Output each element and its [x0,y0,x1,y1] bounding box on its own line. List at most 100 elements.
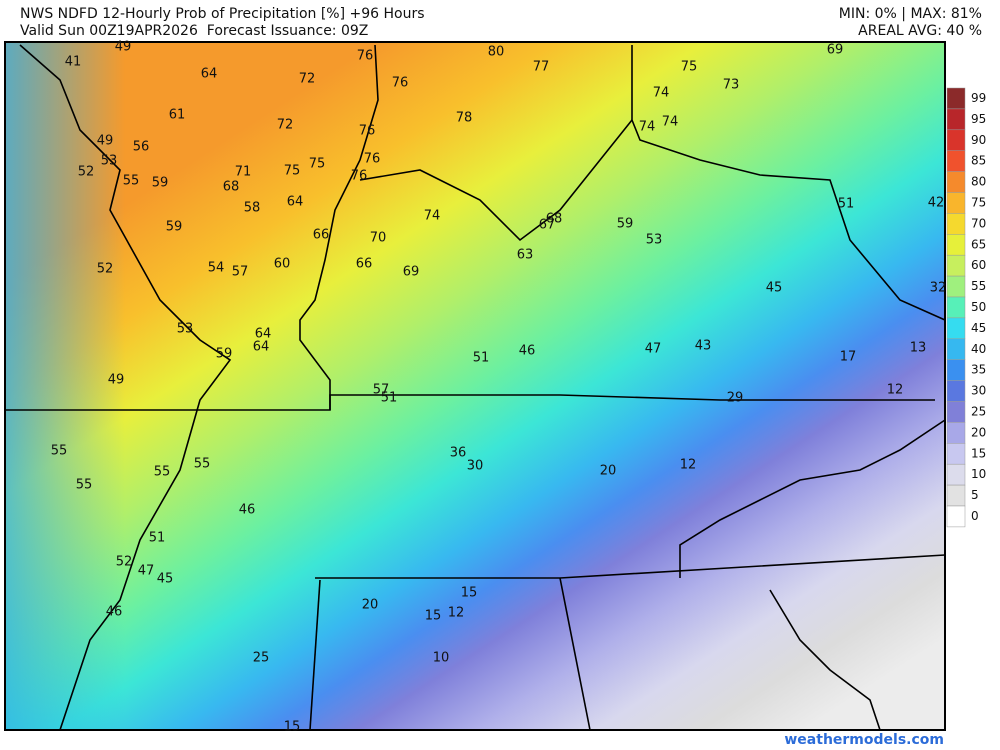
pop-label: 74 [639,120,656,135]
legend-swatch [946,213,966,235]
pop-label: 53 [177,322,194,337]
border [679,419,946,578]
pop-label: 12 [680,458,697,473]
pop-label: 57 [232,265,249,280]
pop-label: 69 [403,265,420,280]
pop-label: 36 [450,446,467,461]
pop-label: 60 [274,257,291,272]
pop-label: 71 [235,165,252,180]
pop-label: 13 [910,341,927,356]
pop-label: 15 [284,720,301,735]
legend-swatch [946,484,966,507]
pop-label: 54 [208,261,225,276]
pop-label: 75 [284,164,301,179]
pop-label: 25 [253,651,270,666]
pop-label: 69 [827,43,844,58]
pop-label: 20 [362,598,379,613]
legend-swatch [946,234,966,256]
border [559,577,591,731]
border [19,44,232,731]
legend-label: 40 [971,342,986,356]
pop-label: 10 [433,651,450,666]
legend-label: 95 [971,112,986,126]
pop-label: 68 [223,180,240,195]
pop-label: 51 [149,531,166,546]
credit: weathermodels.com [784,732,944,748]
pop-label: 72 [277,118,294,133]
pop-label: 46 [519,344,536,359]
legend-label: 85 [971,154,986,168]
precip-field [5,42,945,730]
legend-label: 99 [971,91,986,105]
legend-label: 5 [971,488,979,502]
pop-label: 67 [539,218,556,233]
legend-label: 20 [971,425,986,439]
pop-label: 41 [65,55,82,70]
pop-label: 64 [255,327,272,342]
border [309,579,321,731]
pop-label: 51 [381,391,398,406]
pop-label: 43 [695,339,712,354]
pop-label: 42 [928,196,945,211]
pop-label: 76 [357,49,374,64]
pop-label: 75 [681,60,698,75]
pop-label: 74 [662,115,679,130]
pop-label: 29 [727,391,744,406]
pop-label: 53 [101,154,118,169]
legend-swatch [946,359,966,381]
pop-label: 12 [887,383,904,398]
pop-label: 32 [930,281,947,296]
legend-label: 80 [971,175,986,189]
pop-label: 47 [645,342,662,357]
legend-swatch [946,296,966,319]
pop-label: 80 [488,45,505,60]
pop-label: 70 [370,231,387,246]
border [359,119,633,242]
pop-label: 17 [840,350,857,365]
legend-swatch [946,380,966,402]
legend-swatch [946,401,966,423]
pop-label: 52 [116,555,133,570]
legend-swatch [946,443,966,465]
legend-label: 55 [971,279,986,293]
border [769,589,881,731]
pop-label: 49 [115,40,132,55]
legend-label: 35 [971,363,986,377]
pop-label: 45 [157,572,174,587]
pop-label: 46 [239,503,256,518]
pop-label: 56 [133,140,150,155]
legend-swatch [946,463,966,486]
pop-label: 15 [425,609,442,624]
legend-swatch [946,150,966,172]
precip-field-west [5,42,125,730]
legend-label: 50 [971,300,986,314]
pop-label: 76 [359,124,376,139]
pop-label: 49 [108,373,125,388]
map-frame [4,41,946,731]
pop-label: 52 [97,262,114,277]
legend-swatch [946,129,966,151]
areal-avg: AREAL AVG: 40 % [858,23,982,39]
legend-swatch [946,171,966,193]
min-max: MIN: 0% | MAX: 81% [838,6,982,22]
legend-swatch [946,422,966,444]
valid-time: Valid Sun 00Z19APR2026 Forecast Issuance… [20,23,369,39]
pop-label: 55 [123,174,140,189]
pop-label: 55 [51,444,68,459]
pop-label: 59 [166,220,183,235]
legend-label: 0 [971,509,979,523]
pop-label: 72 [299,72,316,87]
pop-label: 51 [473,351,490,366]
legend-label: 65 [971,237,986,251]
pop-label: 51 [838,197,855,212]
legend-swatch [946,87,966,110]
pop-label: 58 [244,201,261,216]
pop-label: 30 [467,459,484,474]
legend-swatch [946,254,966,277]
pop-label: 55 [194,457,211,472]
legend-label: 15 [971,446,986,460]
pop-label: 15 [461,586,478,601]
pop-label: 49 [97,134,114,149]
